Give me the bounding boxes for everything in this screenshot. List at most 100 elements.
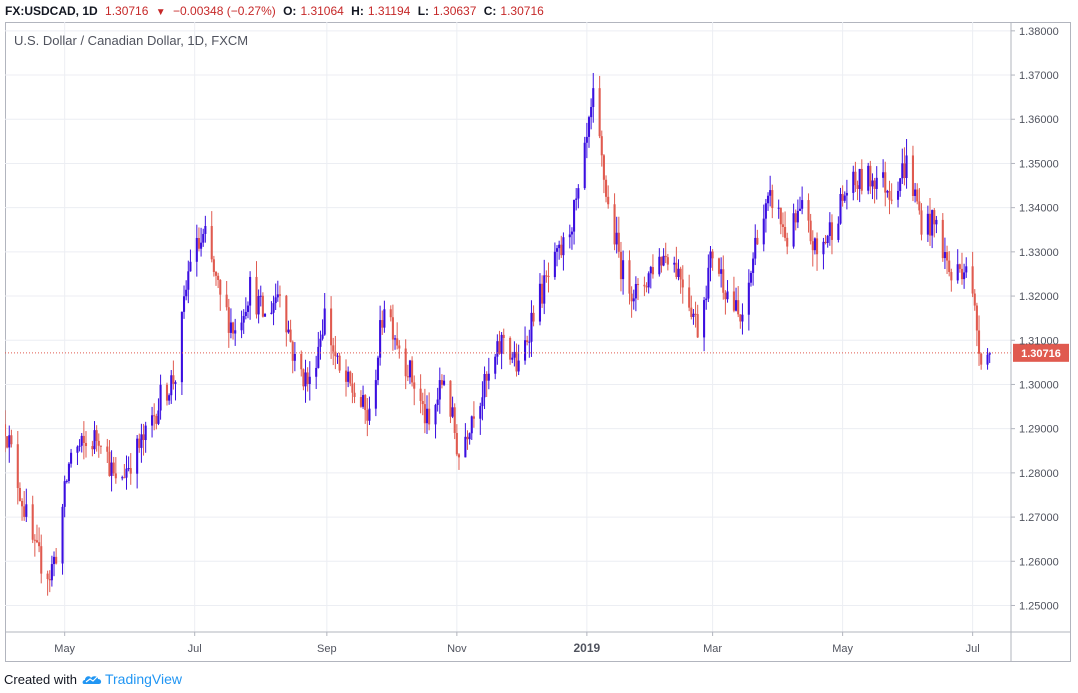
candle-body [52,556,56,565]
candle-body [696,314,699,338]
candle-body [558,244,561,249]
candle-body [108,451,111,476]
candle [464,423,467,458]
candle-body [123,477,126,479]
y-tick-label: 1.25000 [1019,600,1059,612]
candle-body [828,222,831,236]
candle-body [792,213,795,247]
candle-body [93,430,96,450]
candle-body [419,388,422,401]
candle [419,374,422,414]
candle-body [634,283,637,299]
candle [244,297,247,320]
candle [786,232,789,255]
candle [110,450,113,492]
candle [317,331,320,369]
candle [449,380,452,424]
candle [856,180,859,201]
candle [182,285,186,319]
candle-body [754,237,757,259]
candle [285,294,288,347]
candle-body [931,210,934,236]
candle [278,285,281,308]
candle [35,524,39,544]
candle-body [971,266,974,294]
candle [434,403,437,439]
candle-body [573,199,576,232]
candle-body [97,440,100,446]
candle [762,204,765,252]
candle [946,245,949,274]
candle-body [396,338,399,346]
candle-body [23,506,26,517]
candle-body [287,329,290,333]
candle-body [219,279,222,295]
open-label: O: [283,4,297,18]
candle-body [479,406,482,419]
candle [651,254,654,279]
candle [48,570,51,593]
candle-body [67,463,70,481]
candle-body [234,330,237,334]
candle [950,268,953,292]
candle [142,423,145,456]
y-tick-label: 1.35000 [1019,158,1059,170]
candlestick-chart[interactable]: 1.30716 1.25000 1.26000 1.27000 1.28000 1.29… [5,22,1071,662]
candle [274,283,277,311]
candle-body [690,307,693,317]
candle-body [869,165,872,187]
candle [705,285,708,310]
candle-body [91,446,94,450]
candle-body [449,380,452,417]
candle [532,305,535,327]
candle [40,534,43,584]
candle [362,385,365,409]
candle [948,251,951,277]
candle-body [705,298,708,301]
candle-body [46,573,49,580]
candle [841,185,844,207]
candle [364,394,367,424]
candle [97,433,100,458]
candle [443,374,446,387]
candle-body [436,399,439,405]
candle-body [114,473,117,479]
candle-body [943,252,946,259]
time-axis: May Jul Sep Nov 2019 Mar May Jul [5,631,1071,655]
candle [771,184,774,219]
x-tick-label: May [832,643,853,655]
candle [65,479,68,484]
candle-body [867,165,870,191]
candle [647,271,650,294]
candle [845,179,848,210]
candle [741,303,744,335]
candle-body [174,382,177,384]
candle [202,228,205,247]
candle-body [84,442,88,447]
candle-body [630,293,633,302]
candle-body [662,255,665,266]
candle [717,257,721,277]
candle [988,351,991,364]
candle [558,240,561,260]
candle [577,184,580,209]
candle-body [300,353,303,370]
candle [583,136,586,190]
candle [404,339,407,390]
candle [749,270,753,287]
candle-body [276,294,279,298]
candle [726,280,729,303]
candle [483,366,486,410]
tradingview-logo[interactable]: TradingView [82,671,182,687]
candle-body [852,171,855,193]
candle-body [323,308,326,335]
candle-body [882,172,885,178]
candle [509,336,512,365]
candle [189,249,192,272]
candle [899,178,902,197]
candle-body [31,504,34,540]
candle [511,351,514,364]
symbol-label[interactable]: FX:USDCAD, 1D [5,4,98,18]
candle [735,287,738,312]
candle [732,276,735,313]
